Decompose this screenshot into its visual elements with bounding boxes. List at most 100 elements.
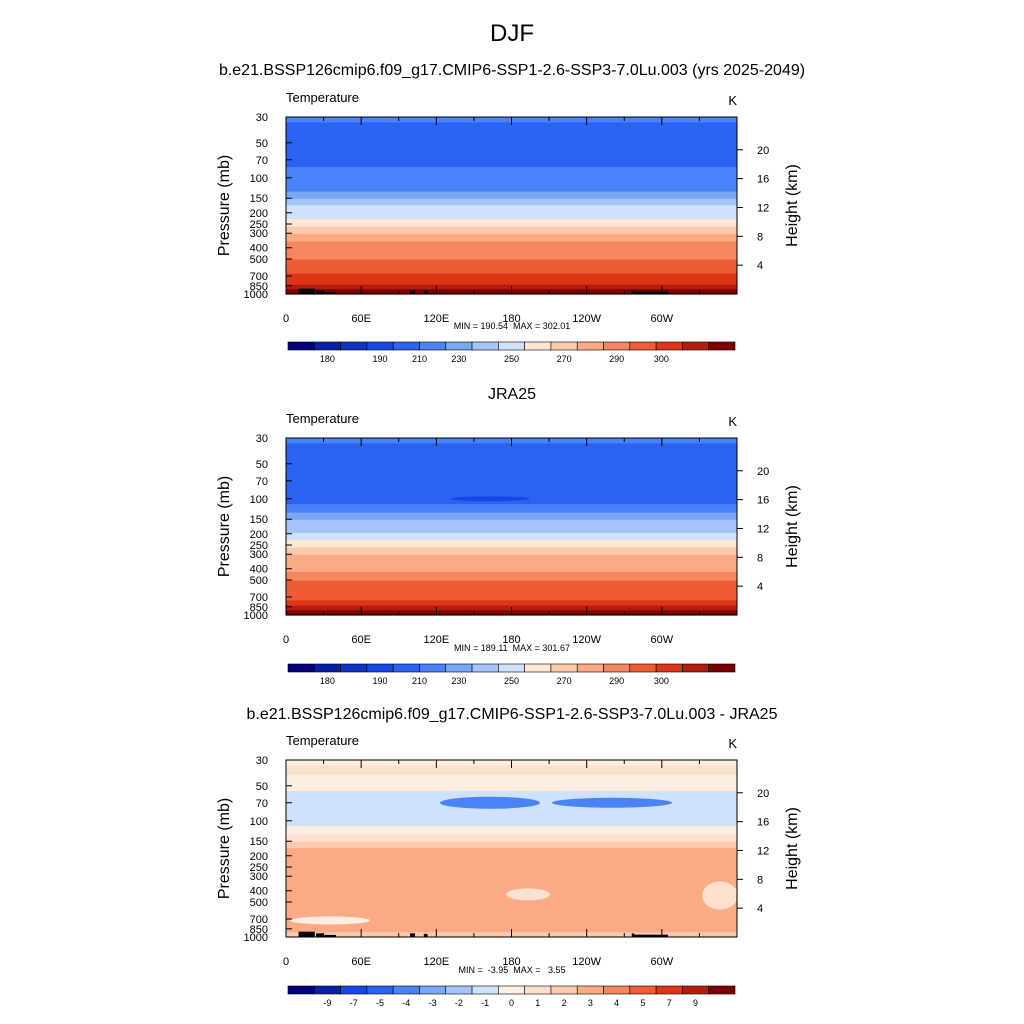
- contour-band: [286, 902, 737, 911]
- negative-anomaly-contour: [552, 797, 672, 808]
- y-tick-label: 700: [250, 271, 268, 283]
- right-tick-label: 4: [757, 581, 763, 593]
- contour-band: [286, 580, 737, 589]
- colorbar-label: 230: [451, 354, 466, 364]
- y-tick-label: 850: [250, 602, 268, 614]
- y-tick-label: 50: [256, 138, 268, 150]
- contour-band: [286, 512, 737, 520]
- colorbar-label: 290: [609, 676, 624, 686]
- y-tick-label: 30: [256, 433, 268, 445]
- negative-anomaly-contour: [440, 796, 540, 809]
- contour-band: [286, 233, 737, 242]
- x-tick-label: 60W: [651, 313, 674, 325]
- topography-mask: [316, 933, 324, 937]
- y-axis-label: Pressure (mb): [216, 798, 233, 899]
- colorbar-box: [366, 341, 394, 351]
- right-tick-label: 16: [757, 817, 769, 829]
- y-tick-label: 400: [250, 886, 268, 898]
- contour-band: [286, 764, 737, 776]
- colorbar-box: [419, 341, 447, 351]
- colorbar-box: [682, 985, 710, 995]
- y-tick-label: 70: [256, 798, 268, 810]
- topography-mask: [316, 290, 324, 294]
- contour-band: [286, 204, 737, 213]
- y-tick-label: 100: [250, 494, 268, 506]
- colorbar-box: [550, 985, 578, 995]
- colorbar-label: 290: [609, 354, 624, 364]
- topography-mask: [298, 931, 315, 937]
- contour-band: [286, 503, 737, 513]
- y-axis-right-label: Height (km): [784, 164, 801, 247]
- colorbar-box: [419, 985, 447, 995]
- contour-band: [286, 834, 737, 842]
- x-tick-label: 120E: [423, 313, 449, 325]
- x-tick-label: 180: [502, 956, 520, 968]
- y-tick-label: 250: [250, 862, 268, 874]
- variable-label: Temperature: [286, 90, 359, 105]
- contour-band: [286, 452, 737, 470]
- right-tick-label: 8: [757, 874, 763, 886]
- contour-band: [286, 571, 737, 581]
- colorbar-label: 190: [373, 676, 388, 686]
- contour-band: [286, 809, 737, 827]
- colorbar-box: [445, 341, 473, 351]
- contour-band: [286, 841, 737, 849]
- colorbar-box: [313, 663, 341, 673]
- contour-band: [286, 587, 737, 595]
- colorbar-box: [524, 985, 552, 995]
- y-axis-right-label: Height (km): [784, 807, 801, 890]
- colorbar-label: 1: [535, 998, 540, 1008]
- right-tick-label: 16: [757, 174, 769, 186]
- small-anomaly-contour: [702, 881, 738, 910]
- y-axis-right-label: Height (km): [784, 485, 801, 568]
- y-tick-label: 300: [250, 549, 268, 561]
- right-tick-label: 20: [757, 466, 769, 478]
- colorbar-box: [498, 341, 525, 351]
- colorbar-box: [419, 663, 447, 673]
- x-tick-label: 120E: [423, 634, 449, 646]
- y-tick-label: 200: [250, 529, 268, 541]
- colorbar-box: [708, 985, 736, 995]
- colorbar-label: 250: [504, 676, 519, 686]
- colorbar-box: [629, 663, 657, 673]
- colorbar-label: 0: [509, 998, 514, 1008]
- x-tick-label: 120W: [572, 313, 601, 325]
- colorbar-box: [682, 663, 710, 673]
- colorbar-box: [313, 341, 341, 351]
- x-tick-label: 120W: [572, 634, 601, 646]
- contour-band: [286, 211, 737, 220]
- y-tick-label: 700: [250, 914, 268, 926]
- colorbar-box: [366, 663, 394, 673]
- x-tick-label: 60E: [351, 956, 371, 968]
- right-tick-label: 8: [757, 231, 763, 243]
- topography-mask: [631, 933, 635, 937]
- variable-label: Temperature: [286, 411, 359, 426]
- y-tick-label: 300: [250, 228, 268, 240]
- y-tick-label: 150: [250, 514, 268, 526]
- colorbar-label: 3: [588, 998, 593, 1008]
- colorbar-box: [445, 663, 473, 673]
- colorbar-label: 7: [667, 998, 672, 1008]
- y-tick-label: 250: [250, 219, 268, 231]
- colorbar-label: -2: [455, 998, 463, 1008]
- contour-band: [286, 121, 737, 133]
- contour-band: [286, 131, 737, 149]
- colorbar-box: [340, 663, 368, 673]
- units-label: K: [728, 93, 737, 108]
- min-max-stats: MIN = 190.54 MAX = 302.01: [454, 321, 571, 331]
- contour-band: [286, 869, 737, 877]
- contour-band: [286, 278, 737, 285]
- x-tick-label: 120E: [423, 956, 449, 968]
- topography-mask: [298, 288, 315, 294]
- colorbar-box: [629, 341, 657, 351]
- x-tick-label: 60E: [351, 313, 371, 325]
- y-tick-label: 150: [250, 193, 268, 205]
- topography-mask: [634, 291, 669, 294]
- contour-band: [286, 599, 737, 606]
- y-tick-label: 700: [250, 592, 268, 604]
- y-tick-label: 250: [250, 540, 268, 552]
- contour-band: [286, 226, 737, 234]
- contour-band: [286, 519, 737, 527]
- topography-mask: [634, 934, 669, 937]
- colorbar-box: [392, 341, 420, 351]
